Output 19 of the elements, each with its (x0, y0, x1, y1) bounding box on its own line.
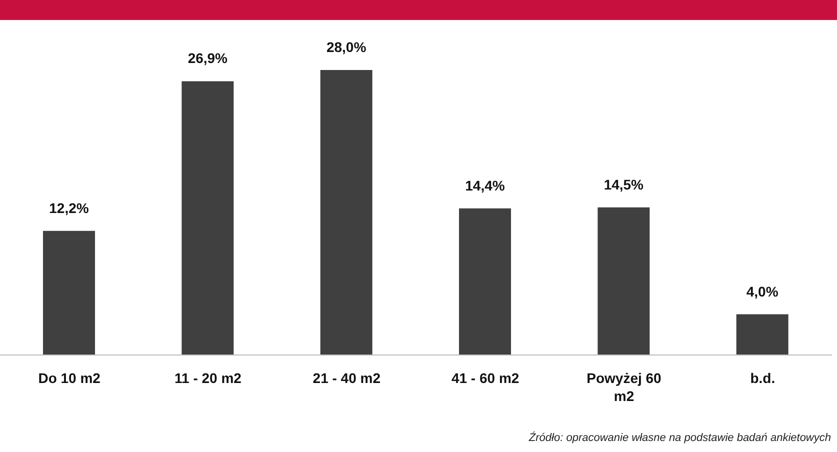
bar (43, 230, 95, 355)
data-label: 12,2% (49, 200, 90, 216)
bar (459, 208, 511, 355)
x-tick-label: 21 - 40 m2 (312, 370, 381, 386)
x-tick-label: b.d. (750, 370, 776, 386)
text: Źródło: opracowanie własne na podstawie badań ankietowych (528, 432, 831, 444)
data-label: 26,9% (188, 50, 228, 66)
data-label: 14,5% (604, 176, 644, 192)
bar (320, 70, 372, 355)
bar (598, 207, 650, 355)
data-label: 28,0% (326, 39, 367, 55)
x-tick-label: Powyżej 60 m2 (586, 370, 662, 404)
data-label: 4,0% (746, 283, 779, 300)
data-label: 14,4% (465, 177, 506, 194)
x-tick-label: Do 10 m2 (38, 370, 101, 386)
x-tick-label: 41 - 60 m2 (451, 370, 520, 386)
bar (182, 81, 234, 355)
x-tick-label: 11 - 20 m2 (174, 370, 242, 386)
bar (736, 314, 788, 355)
